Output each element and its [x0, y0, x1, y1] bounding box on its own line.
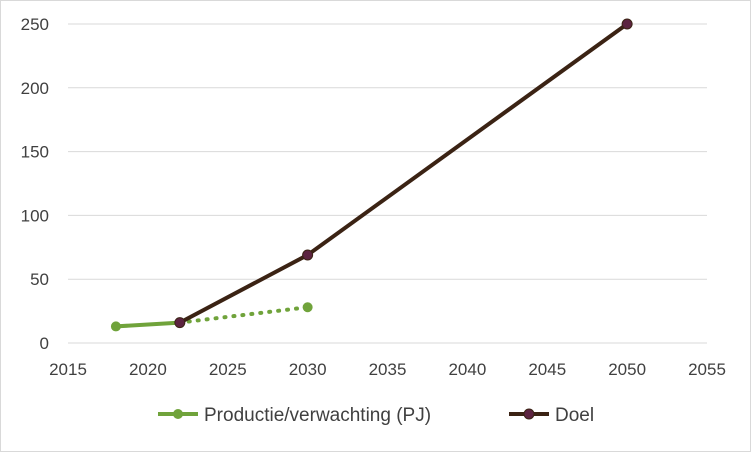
- series-line-solid: [115, 320, 180, 329]
- data-point: [302, 302, 313, 313]
- legend: Productie/verwachting (PJ) Doel: [158, 405, 594, 426]
- x-tick-label: 2045: [528, 360, 566, 379]
- legend-item-doel: Doel: [509, 405, 594, 426]
- x-tick-label: 2030: [289, 360, 327, 379]
- y-tick-label: 150: [21, 143, 49, 162]
- legend-label-production: Productie/verwachting (PJ): [204, 405, 431, 426]
- x-tick-label: 2055: [688, 360, 726, 379]
- x-tick-label: 2050: [608, 360, 646, 379]
- series-layer: [110, 18, 633, 332]
- y-tick-label: 100: [21, 206, 49, 225]
- series-line-dotted: [177, 305, 310, 325]
- y-tick-label: 0: [40, 334, 49, 353]
- x-tick-label: 2020: [129, 360, 167, 379]
- y-tick-label: 250: [21, 15, 49, 34]
- data-point: [621, 18, 633, 30]
- y-tick-label: 200: [21, 79, 49, 98]
- gridlines: [68, 23, 707, 344]
- series-production: [115, 305, 310, 329]
- series-doel: [178, 22, 629, 325]
- legend-label-doel: Doel: [555, 405, 594, 426]
- data-point: [110, 321, 121, 332]
- legend-item-production: Productie/verwachting (PJ): [158, 405, 431, 426]
- x-tick-label: 2015: [49, 360, 87, 379]
- y-axis-ticks: 0 50 100 150 200 250: [21, 15, 49, 353]
- x-tick-label: 2025: [209, 360, 247, 379]
- x-tick-label: 2040: [448, 360, 486, 379]
- data-point: [174, 317, 186, 329]
- x-tick-label: 2035: [369, 360, 407, 379]
- y-tick-label: 50: [30, 270, 49, 289]
- x-axis-ticks: 2015 2020 2025 2030 2035 2040 2045 2050 2055: [49, 360, 726, 379]
- legend-marker-production: [173, 409, 183, 419]
- legend-marker-doel: [523, 408, 535, 420]
- data-point: [302, 249, 314, 261]
- series-line-solid: [178, 22, 629, 325]
